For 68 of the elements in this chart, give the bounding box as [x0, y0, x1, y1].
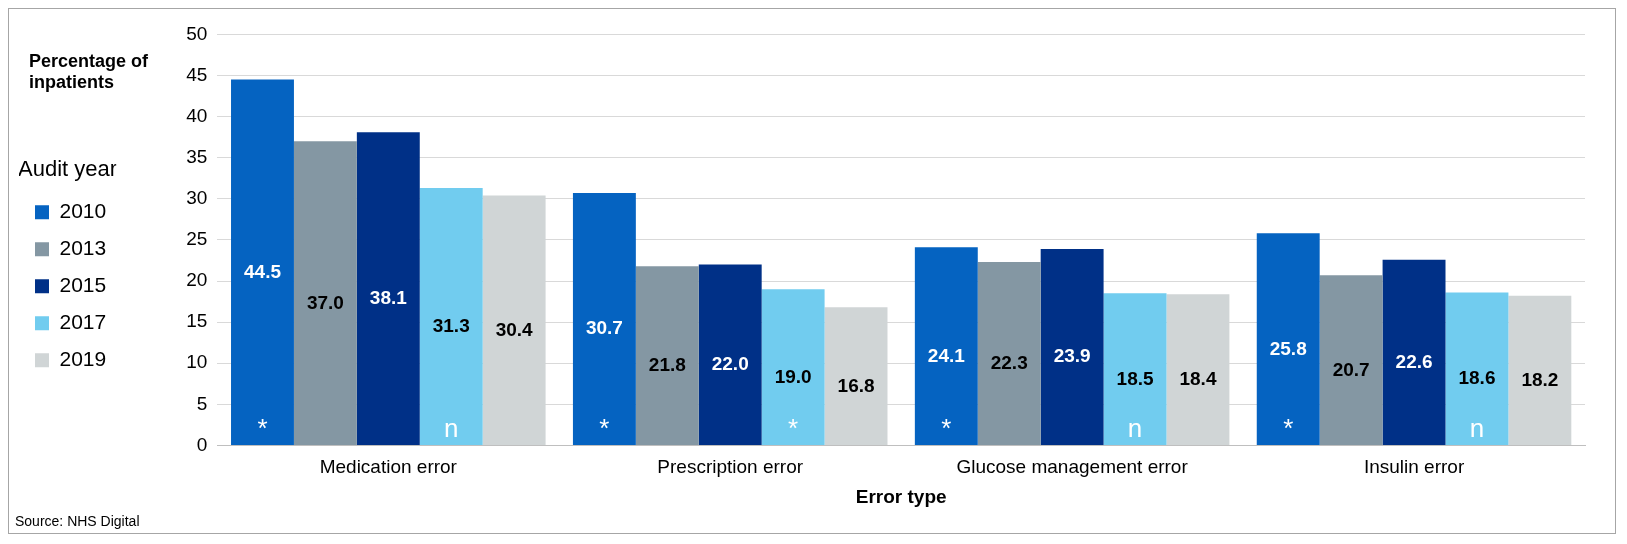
annotation: * [599, 412, 610, 443]
bar [698, 264, 762, 445]
data-label: 19.0 [774, 365, 812, 387]
data-label: 38.1 [369, 287, 408, 309]
legend-title: Audit year [18, 156, 118, 182]
data-label: 22.6 [1395, 350, 1433, 372]
data-label: 18.4 [1179, 368, 1217, 390]
bar [1256, 233, 1320, 445]
annotation: n [1127, 412, 1143, 443]
bar [761, 289, 825, 445]
y-tick-label: 30 [186, 187, 208, 209]
x-tick-label: Insulin error [1363, 456, 1465, 478]
bar [231, 79, 294, 445]
data-label: 37.0 [306, 291, 344, 313]
y-tick-label: 5 [196, 392, 208, 414]
data-label: 20.7 [1332, 358, 1370, 380]
legend-label: 2013 [59, 236, 107, 259]
bar [1319, 275, 1383, 445]
y-tick-label: 35 [186, 145, 208, 167]
data-label: 44.5 [243, 260, 282, 282]
legend-label: 2010 [59, 199, 107, 222]
x-tick-label: Glucose management error [956, 456, 1189, 478]
annotation: * [788, 412, 799, 443]
annotation: n [443, 412, 459, 443]
y-axis-title: Percentage of inpatients [29, 51, 149, 92]
bar [356, 132, 420, 445]
annotation: * [941, 412, 952, 443]
legend-label: 2017 [59, 310, 107, 333]
data-label: 22.3 [990, 351, 1028, 373]
y-tick-label: 50 [186, 22, 208, 44]
y-tick-label: 0 [196, 433, 208, 455]
x-tick-label: Prescription error [657, 456, 804, 478]
bar [914, 247, 978, 445]
source-note: Source: NHS Digital [15, 513, 140, 529]
bar [1445, 292, 1509, 445]
bar [293, 141, 357, 445]
bar [419, 188, 483, 445]
data-label: 30.4 [495, 318, 534, 340]
bar [572, 193, 636, 445]
data-label: 23.9 [1053, 345, 1091, 367]
x-tick-label: Medication error [319, 456, 458, 478]
y-tick-label: 40 [186, 104, 208, 126]
data-label: 21.8 [648, 354, 686, 376]
annotation: * [1283, 412, 1294, 443]
data-label: 22.0 [711, 353, 749, 375]
data-label: 16.8 [837, 374, 875, 396]
data-label: 31.3 [432, 314, 470, 336]
bar [1103, 293, 1167, 445]
bar [635, 266, 699, 445]
data-label: 18.6 [1458, 367, 1496, 389]
y-tick-label: 25 [186, 228, 208, 250]
data-label: 18.2 [1521, 368, 1559, 390]
y-tick-label: 10 [186, 351, 208, 373]
data-label: 25.8 [1269, 337, 1307, 359]
bar [977, 262, 1041, 445]
bar [1382, 259, 1446, 445]
x-axis-title: Error type [855, 485, 947, 507]
y-tick-label: 20 [186, 269, 208, 291]
legend-label: 2019 [59, 347, 107, 370]
bar [1040, 248, 1104, 445]
y-tick-label: 15 [186, 310, 208, 332]
data-label: 30.7 [585, 317, 623, 339]
annotation: n [1469, 412, 1485, 443]
annotation: * [257, 412, 268, 443]
legend-label: 2015 [59, 273, 107, 296]
data-label: 24.1 [927, 344, 966, 366]
data-label: 18.5 [1116, 367, 1154, 389]
y-tick-label: 45 [186, 63, 208, 85]
